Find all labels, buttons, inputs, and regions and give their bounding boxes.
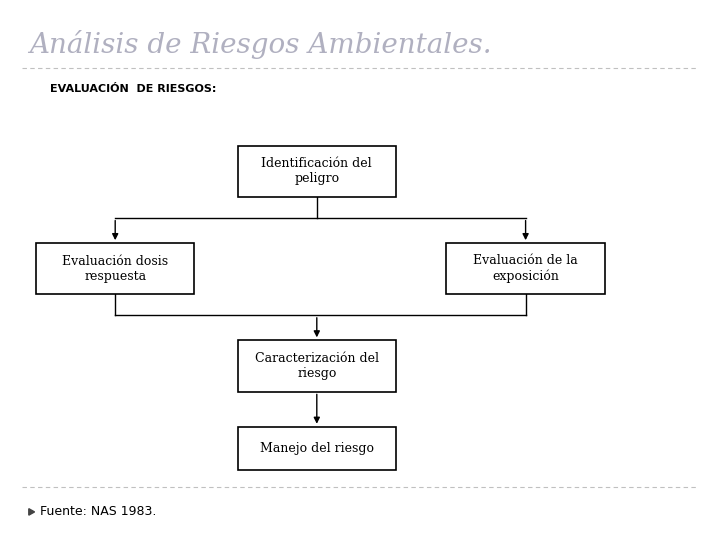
Polygon shape [29, 509, 35, 515]
Bar [446, 243, 605, 294]
Text: Identificación del
peligro: Identificación del peligro [261, 158, 372, 185]
Text: Evaluación dosis
respuesta: Evaluación dosis respuesta [62, 255, 168, 282]
Text: EVALUACIÓN  DE RIESGOS:: EVALUACIÓN DE RIESGOS: [50, 84, 217, 94]
Text: Caracterización del
riesgo: Caracterización del riesgo [255, 352, 379, 380]
Text: Análisis de Riesgos Ambientales.: Análisis de Riesgos Ambientales. [29, 30, 492, 59]
Bar [238, 427, 396, 470]
Text: Evaluación de la
exposición: Evaluación de la exposición [473, 254, 578, 283]
Text: Manejo del riesgo: Manejo del riesgo [260, 442, 374, 455]
Bar [238, 146, 396, 197]
Text: Fuente: NAS 1983.: Fuente: NAS 1983. [40, 505, 156, 518]
Bar [238, 340, 396, 392]
Bar [36, 243, 194, 294]
